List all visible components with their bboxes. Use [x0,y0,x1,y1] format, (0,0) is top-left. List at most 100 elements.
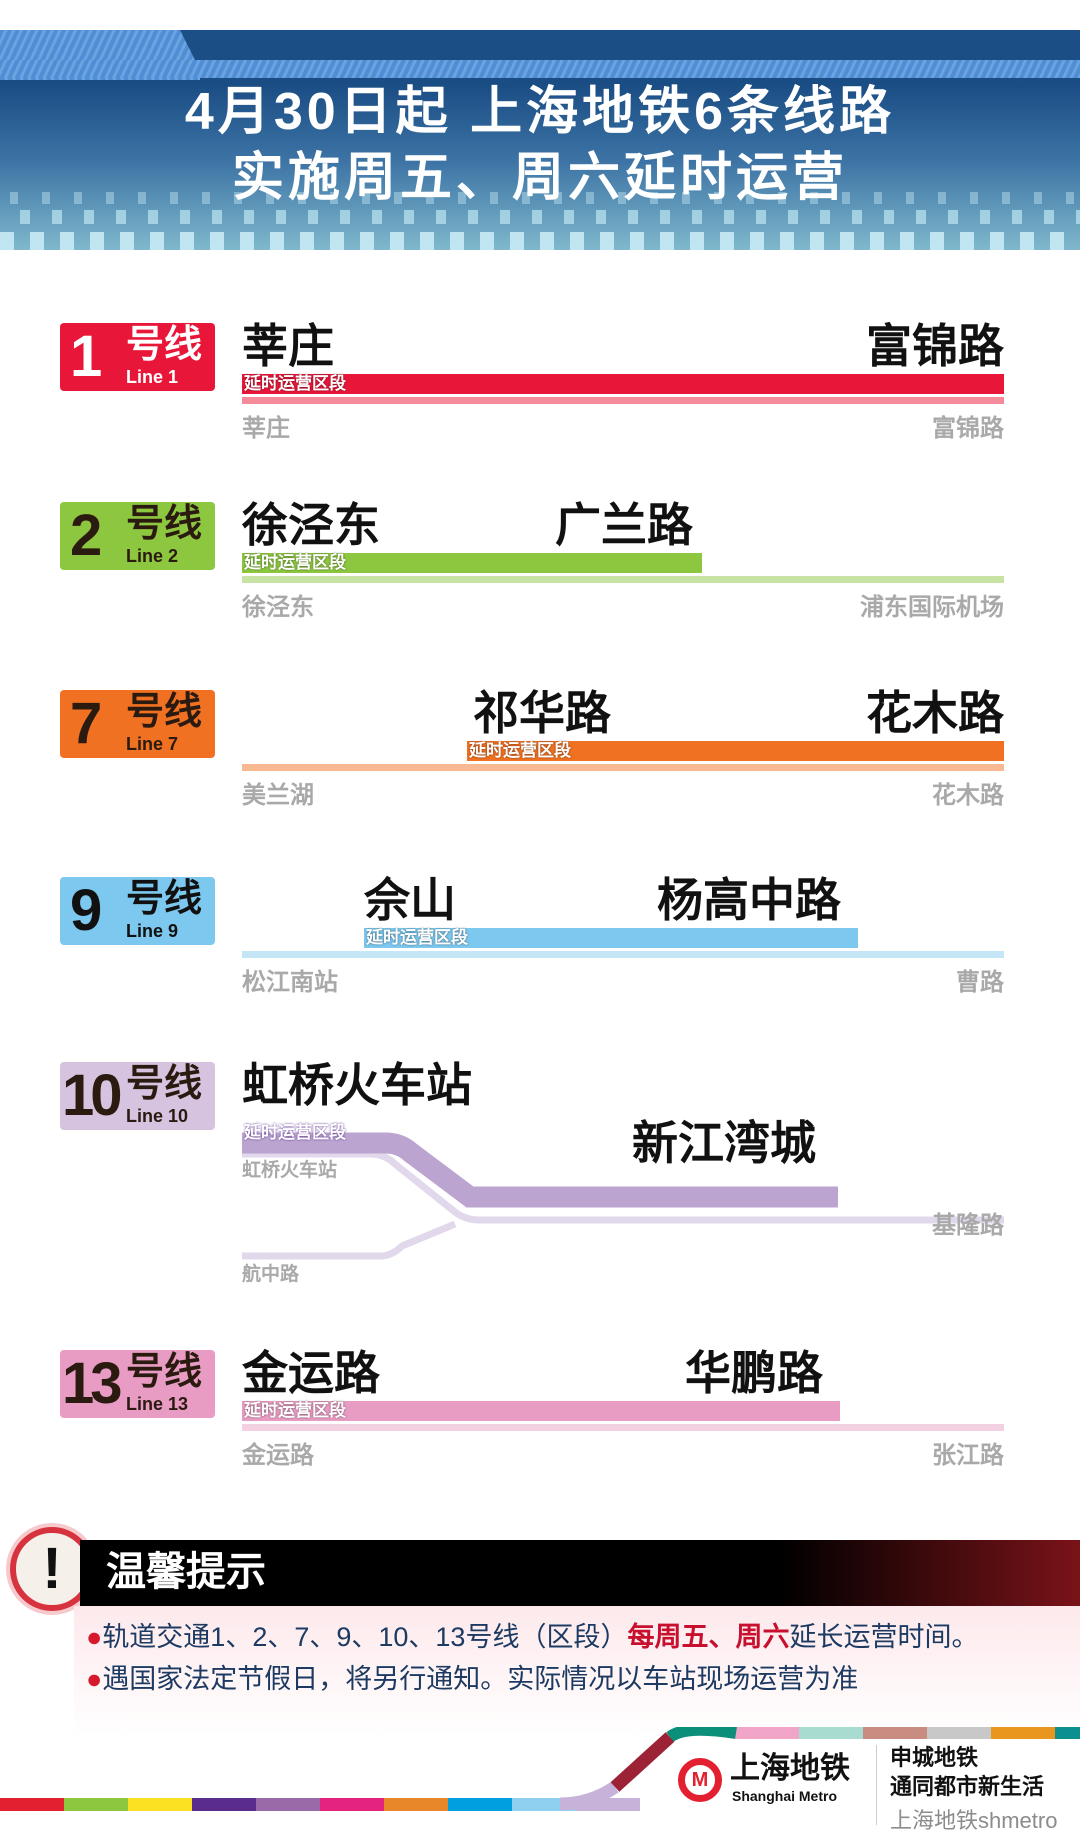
extended-section-bar [242,1132,838,1208]
terminal-start: 美兰湖 [242,782,314,809]
footer-divider [876,1745,877,1825]
extended-end-station: 富锦路 [866,320,1004,372]
line-number: 9 [70,878,103,943]
watermark: 上海地铁shmetro [890,1808,1058,1833]
full-line-track [242,764,1004,771]
terminal-end: 基隆路 [932,1212,1004,1239]
extended-section-label: 延时运营区段 [244,374,346,393]
full-line-track [242,576,1004,583]
line-number: 1 [70,324,103,389]
extended-start-station: 徐泾东 [242,499,380,551]
header-stripe [0,60,1080,78]
extended-section-bar: 延时运营区段 [242,374,1004,394]
line-row-7: 7 号线 Line 7 祁华路 花木路 延时运营区段 美兰湖 花木路 [0,687,1080,840]
notice-body [74,1606,1080,1736]
notice-line-2: ●遇国家法定节假日，将另行通知。实际情况以车站现场运营为准 [86,1662,858,1696]
extended-start-station: 祁华路 [473,687,611,739]
extended-end-station: 广兰路 [555,499,693,551]
extended-end-station: 华鹏路 [685,1347,823,1399]
strip-segment [991,1727,1055,1739]
strip-segment [192,1798,256,1811]
line-row-13: 13 号线 Line 13 金运路 华鹏路 延时运营区段 金运路 张江路 [0,1347,1080,1500]
extended-section-bar: 延时运营区段 [467,741,1004,761]
extended-start-station: 金运路 [242,1347,380,1399]
notice-text: 轨道交通1、2、7、9、10、13号线（区段） [102,1622,628,1652]
line-label-cn: 号线 [126,1063,203,1105]
page-subtitle: 实施周五、周六延时运营 [231,149,848,207]
line-label-cn: 号线 [126,691,203,733]
bullet-icon: ● [86,1664,103,1694]
track-branch-upper [242,1150,1004,1224]
notice-header: 温馨提示 [80,1540,1080,1606]
terminal-start: 虹桥火车站 [242,1160,338,1181]
line-badge-2: 2 号线 Line 2 [60,502,215,570]
notice-title: 温馨提示 [106,1550,266,1594]
terminal-start: 金运路 [242,1442,314,1469]
line-row-2: 2 号线 Line 2 徐泾东 广兰路 延时运营区段 徐泾东 浦东国际机场 [0,499,1080,652]
line-row-10: 10 号线 Line 10 虹桥火车站 新江湾城 延时运营区段 虹桥火车站 航中… [0,1060,1080,1285]
extended-section-bar: 延时运营区段 [242,1401,840,1421]
strip-segment [0,1798,64,1811]
metro-logo-icon: M [678,1758,722,1802]
terminal-start: 莘庄 [242,415,290,442]
header-banner: 4月30日起 上海地铁6条线路 实施周五、周六延时运营 [0,30,1080,250]
extended-section-label: 延时运营区段 [244,553,346,572]
strip-segment [863,1727,927,1739]
page-title: 4月30日起 上海地铁6条线路 [184,83,896,141]
full-line-track [242,1424,1004,1431]
logo-text-cn: 上海地铁 [730,1752,850,1785]
notice-text: 遇国家法定节假日，将另行通知。实际情况以车站现场运营为准 [102,1664,859,1694]
line-label-en: Line 2 [126,546,179,566]
strip-segment [320,1798,384,1811]
line-row-1: 1 号线 Line 1 莘庄 富锦路 延时运营区段 莘庄 富锦路 [0,320,1080,473]
strip-segment [448,1798,512,1811]
extended-section-label: 延时运营区段 [366,928,468,947]
strip-segment [735,1727,799,1739]
footer-color-strip [0,1798,640,1811]
extended-end-station: 新江湾城 [632,1117,816,1169]
line-label-cn: 号线 [126,503,203,545]
notice-highlight: 每周五、周六 [627,1622,790,1652]
extended-section-label: 延时运营区段 [244,1401,346,1420]
bullet-icon: ● [86,1622,103,1652]
terminal-end: 浦东国际机场 [860,594,1004,621]
line-label-cn: 号线 [126,324,203,366]
line-10-track-map [242,1132,1004,1260]
track-branch-lower [242,1220,457,1260]
line-label-en: Line 13 [126,1394,189,1414]
strip-segment [799,1727,863,1739]
terminal-end: 曹路 [956,969,1004,996]
footer-color-strip-top [735,1727,1080,1739]
line-label-cn: 号线 [126,1351,203,1393]
footer-curve [560,1727,737,1811]
terminal-end: 富锦路 [932,415,1004,442]
extended-section-label: 延时运营区段 [469,741,571,760]
extended-end-station: 花木路 [866,687,1004,739]
strip-segment [128,1798,192,1811]
extended-start-station: 佘山 [364,874,456,926]
full-line-track [242,951,1004,958]
line-label-en: Line 7 [126,734,179,754]
line-label-en: Line 1 [126,367,179,387]
strip-segment [927,1727,991,1739]
notice-text: 延长运营时间。 [789,1622,979,1652]
strip-segment [64,1798,128,1811]
strip-segment [256,1798,320,1811]
notice-line-1: ●轨道交通1、2、7、9、10、13号线（区段）每周五、周六延长运营时间。 [86,1620,978,1654]
line-number: 13 [62,1351,122,1416]
line-label-cn: 号线 [126,878,203,920]
extended-section-bar: 延时运营区段 [364,928,858,948]
terminal-end: 张江路 [932,1442,1004,1469]
slogan-line-1: 申城地铁 [890,1745,979,1770]
line-label-en: Line 10 [126,1106,189,1126]
line-badge-10: 10 号线 Line 10 [60,1062,215,1130]
strip-segment [1055,1727,1080,1739]
line-badge-1: 1 号线 Line 1 [60,323,215,391]
line-number: 2 [70,503,103,568]
header-checker-pattern [0,180,1080,250]
terminal-end: 花木路 [932,782,1004,809]
slogan-line-2: 通同都市新生活 [890,1774,1045,1799]
line-number: 10 [62,1063,122,1128]
extended-section-label: 延时运营区段 [244,1123,346,1142]
line-badge-9: 9 号线 Line 9 [60,877,215,945]
